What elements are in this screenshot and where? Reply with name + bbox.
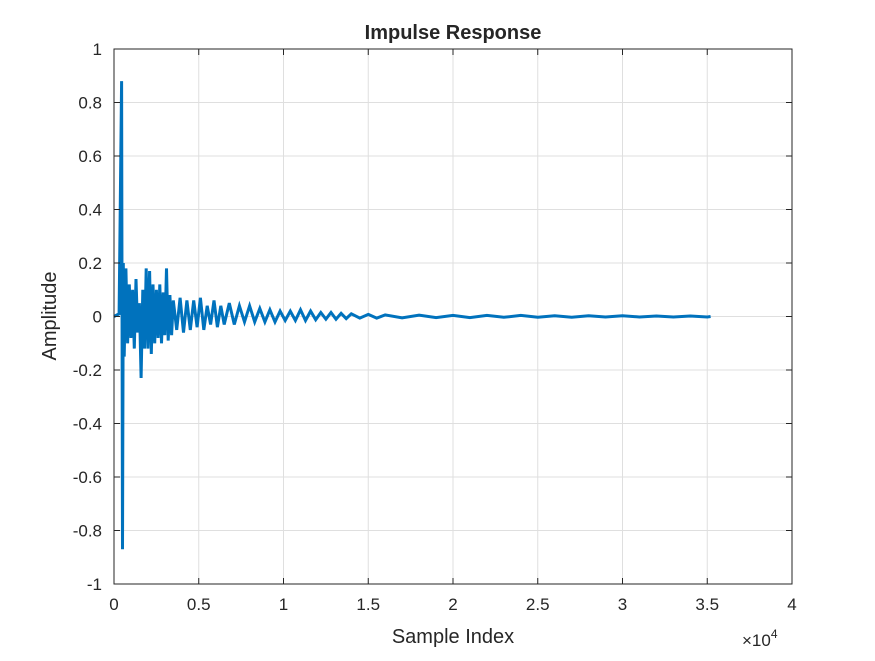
x-tick-label: 0.5 bbox=[187, 595, 211, 614]
x-tick-label: 1.5 bbox=[356, 595, 380, 614]
x-tick-label: 3 bbox=[618, 595, 627, 614]
impulse-response-line bbox=[113, 81, 711, 550]
y-tick-label: -0.2 bbox=[73, 361, 102, 380]
y-tick-label: 0 bbox=[93, 308, 102, 327]
x-tick-label: 1 bbox=[279, 595, 288, 614]
y-tick-label: 1 bbox=[93, 40, 102, 59]
y-tick-label: 0.6 bbox=[78, 147, 102, 166]
x-exponent-base: ×10 bbox=[742, 631, 771, 650]
y-tick-label: -0.6 bbox=[73, 468, 102, 487]
x-tick-label: 2.5 bbox=[526, 595, 550, 614]
y-tick-label: -1 bbox=[87, 575, 102, 594]
data-layer bbox=[113, 81, 711, 550]
x-exponent-label: ×104 bbox=[742, 627, 778, 650]
y-tick-label: -0.4 bbox=[73, 415, 102, 434]
x-axis-label: Sample Index bbox=[392, 626, 514, 648]
y-axis-label: Amplitude bbox=[39, 272, 61, 361]
x-tick-label: 4 bbox=[787, 595, 796, 614]
y-tick-label: 0.2 bbox=[78, 254, 102, 273]
y-tick-label: 0.8 bbox=[78, 94, 102, 113]
x-tick-label: 0 bbox=[109, 595, 118, 614]
y-tick-label: -0.8 bbox=[73, 522, 102, 541]
ticks: 0 0.5 1 1.5 2 2.5 3 3.5 4 1 0.8 0.6 0.4 0.2 0 -0.2 -0.4 -… bbox=[73, 40, 797, 614]
x-exponent-power: 4 bbox=[771, 627, 778, 641]
x-tick-label: 2 bbox=[448, 595, 457, 614]
x-tick-label: 3.5 bbox=[695, 595, 719, 614]
chart-title: Impulse Response bbox=[365, 22, 542, 44]
y-tick-label: 0.4 bbox=[78, 201, 102, 220]
